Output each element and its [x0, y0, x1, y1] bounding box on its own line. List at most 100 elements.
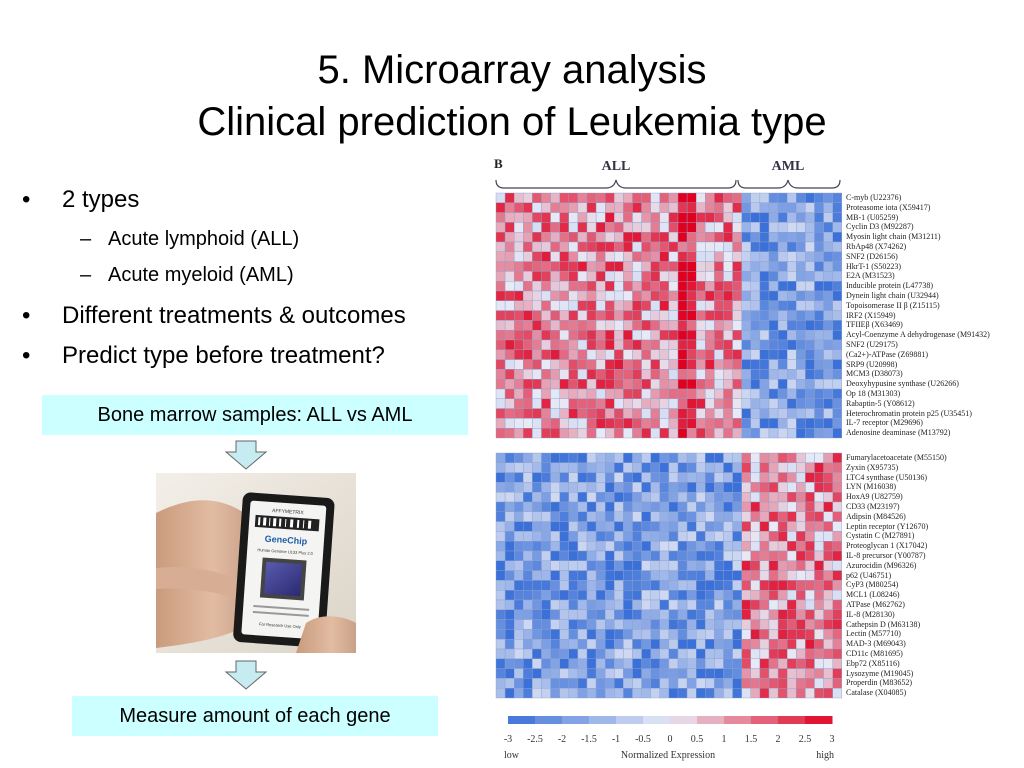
- heatmap-cell: [823, 388, 833, 400]
- heatmap-cell: [586, 310, 597, 321]
- scale-segment: [778, 716, 806, 724]
- heatmap-cell: [741, 369, 751, 380]
- heatmap-cell: [805, 521, 815, 532]
- heatmap-cell: [614, 310, 624, 321]
- heatmap-cell: [650, 580, 660, 591]
- heatmap-cell: [723, 550, 733, 562]
- heatmap-cell: [750, 482, 761, 493]
- heatmap-cell: [523, 280, 533, 292]
- heatmap-cell: [559, 418, 569, 429]
- heatmap-cell: [732, 648, 742, 660]
- heatmap-cell: [823, 231, 833, 243]
- heatmap-cell: [577, 418, 588, 429]
- heatmap-cell: [532, 202, 542, 213]
- heatmap-cell: [650, 668, 660, 679]
- heatmap-cell: [823, 222, 833, 233]
- heatmap-cell: [732, 668, 742, 679]
- heatmap-cell: [805, 310, 815, 321]
- heatmap-cell: [805, 378, 815, 390]
- heatmap-cell: [668, 688, 679, 699]
- heatmap-cell: [805, 369, 815, 380]
- heatmap-cell: [641, 271, 651, 282]
- heatmap-cell: [823, 678, 833, 689]
- heatmap-cell: [705, 300, 715, 311]
- heatmap-cell: [514, 251, 524, 262]
- heatmap-cell: [732, 482, 742, 493]
- heatmap-cell: [586, 580, 597, 591]
- gene-label: E2A (M31523): [846, 271, 895, 281]
- heatmap-cell: [787, 359, 797, 370]
- heatmap-cell: [495, 668, 506, 679]
- heatmap-cell: [777, 408, 788, 419]
- heatmap-cell: [814, 418, 824, 429]
- heatmap-cell: [577, 688, 588, 699]
- heatmap-cell: [532, 688, 542, 699]
- gene-label: Properdin (M83652): [846, 678, 912, 688]
- heatmap-cell: [759, 192, 770, 204]
- heatmap-cell: [623, 590, 633, 601]
- heatmap-cell: [686, 418, 697, 429]
- heatmap-cell: [550, 511, 560, 522]
- heatmap-cell: [723, 462, 733, 473]
- heatmap-cell: [532, 339, 542, 351]
- heatmap-cell: [714, 472, 724, 483]
- heatmap-cell: [641, 658, 651, 669]
- heatmap-cell: [686, 388, 697, 400]
- heatmap-cell: [650, 231, 660, 243]
- heatmap-cell: [550, 398, 560, 409]
- heatmap-cell: [632, 492, 642, 503]
- heatmap-cell: [568, 501, 579, 513]
- heatmap-cell: [741, 320, 751, 331]
- heatmap-cell: [732, 202, 742, 213]
- heatmap-cell: [532, 280, 542, 292]
- heatmap-cell: [796, 678, 806, 689]
- heatmap-cell: [714, 668, 724, 679]
- heatmap-cell: [614, 472, 624, 483]
- heatmap-cell: [586, 398, 597, 409]
- heatmap-cell: [723, 202, 733, 213]
- heatmap-cell: [568, 241, 579, 253]
- heatmap-cell: [695, 511, 706, 522]
- heatmap-cell: [741, 511, 751, 522]
- heatmap-cell: [686, 462, 697, 473]
- heatmap-cell: [814, 531, 824, 542]
- heatmap-cell: [650, 369, 660, 380]
- heatmap-cell: [650, 378, 660, 390]
- heatmap-cell: [559, 482, 569, 493]
- heatmap-cell: [787, 369, 797, 380]
- heatmap-cell: [705, 629, 715, 640]
- heatmap-cell: [759, 369, 770, 380]
- heatmap-cell: [741, 590, 751, 601]
- heatmap-cell: [823, 418, 833, 429]
- heatmap-cell: [586, 678, 597, 689]
- heatmap-cell: [504, 531, 515, 542]
- heatmap-cell: [623, 378, 633, 390]
- heatmap-cell: [741, 408, 751, 419]
- heatmap-cell: [632, 619, 642, 630]
- heatmap-cell: [659, 329, 670, 341]
- heatmap-cell: [623, 648, 633, 660]
- heatmap-cell: [577, 428, 588, 439]
- heatmap-cell: [823, 550, 833, 562]
- heatmap-cell: [705, 609, 715, 620]
- heatmap-cell: [777, 310, 788, 321]
- heatmap-cell: [787, 492, 797, 503]
- heatmap-cell: [686, 300, 697, 311]
- heatmap-cell: [768, 639, 779, 650]
- heatmap-cell: [532, 609, 542, 620]
- heatmap-cell: [741, 359, 751, 370]
- heatmap-cell: [595, 339, 606, 351]
- heatmap-cell: [541, 329, 551, 341]
- heatmap-cell: [741, 648, 751, 660]
- heatmap-cell: [504, 320, 515, 331]
- heatmap-cell: [604, 222, 615, 233]
- heatmap-cell: [796, 541, 806, 552]
- heatmap-cell: [604, 349, 615, 360]
- heatmap-cell: [577, 378, 588, 390]
- heatmap-cell: [750, 501, 761, 513]
- heatmap-cell: [495, 452, 506, 464]
- heatmap-cell: [541, 599, 551, 611]
- heatmap-cell: [677, 462, 688, 473]
- heatmap-cell: [586, 658, 597, 669]
- heatmap-cell: [677, 580, 688, 591]
